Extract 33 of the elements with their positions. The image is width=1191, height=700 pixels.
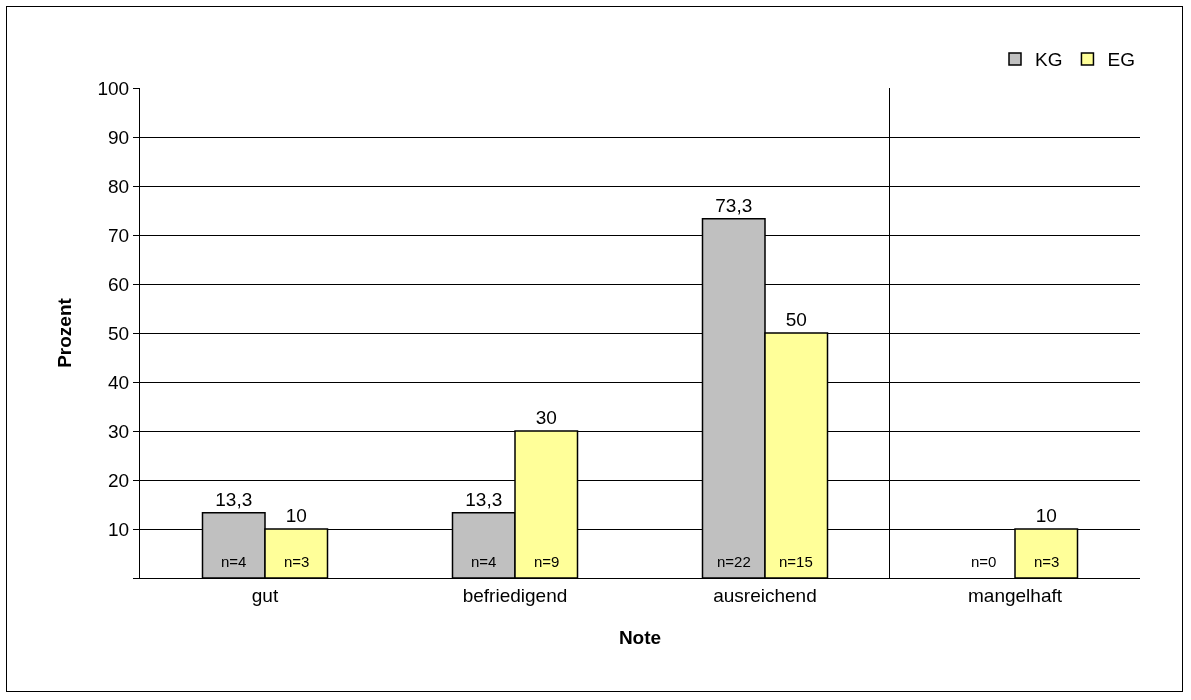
- x-tick-label: ausreichend: [713, 584, 817, 606]
- y-tick-label: 30: [108, 420, 130, 442]
- y-tick-label: 10: [108, 518, 130, 540]
- annotation: n=4: [221, 553, 247, 570]
- y-tick-label: 20: [108, 469, 130, 491]
- y-tick-label: 100: [97, 77, 130, 99]
- data-label: 50: [785, 309, 807, 330]
- y-tick-label: 40: [108, 371, 130, 393]
- data-label: 10: [1035, 505, 1057, 526]
- annotation: n=0: [971, 553, 997, 570]
- y-tick-label: 50: [108, 322, 130, 344]
- annotation: n=22: [717, 553, 751, 570]
- data-label: 13,3: [215, 488, 253, 510]
- y-tick-label: 90: [108, 126, 130, 148]
- data-label: 30: [535, 407, 557, 428]
- annotation: n=3: [1034, 553, 1060, 570]
- x-axis-title: Note: [618, 626, 662, 648]
- x-tick-label: mangelhaft: [967, 584, 1063, 606]
- y-axis-title: Prozent: [54, 297, 76, 368]
- data-label: 73,3: [715, 194, 753, 216]
- legend-label: KG: [1035, 49, 1063, 71]
- legend-label: EG: [1107, 49, 1135, 71]
- annotation: n=4: [471, 553, 497, 570]
- y-tick-label: 70: [108, 224, 130, 246]
- x-tick-label: befriedigend: [462, 584, 568, 606]
- y-tick-label: 60: [108, 273, 130, 295]
- annotation: n=15: [779, 553, 813, 570]
- annotation: n=3: [284, 553, 310, 570]
- data-label: 10: [285, 505, 307, 526]
- data-label: 13,3: [465, 488, 503, 510]
- y-tick-label: 80: [108, 175, 130, 197]
- annotation: n=9: [534, 553, 560, 570]
- x-tick-label: gut: [251, 584, 279, 606]
